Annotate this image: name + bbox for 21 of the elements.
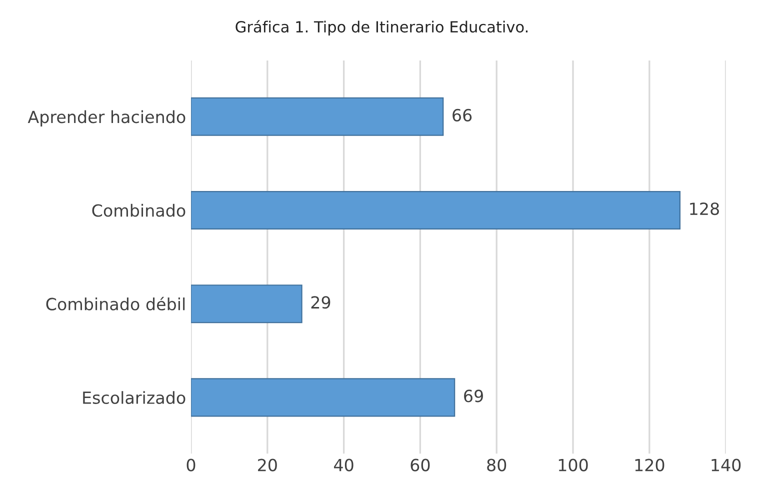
data-label: 128: [690, 202, 719, 216]
x-tick-label: 140: [712, 458, 741, 472]
y-tick-label: Combinado débil: [46, 296, 185, 310]
chart-title: Gráfica 1. Tipo de Itinerario Educativo.: [236, 20, 528, 36]
x-tick-label: 0: [186, 458, 196, 472]
data-label: 69: [464, 390, 483, 402]
x-tick-label: 80: [487, 458, 506, 472]
x-tick-label: 20: [258, 458, 277, 472]
y-tick-label: Combinado: [92, 204, 186, 217]
bar: [191, 378, 456, 417]
x-tick-label: 120: [635, 458, 664, 472]
y-tick-label: Aprender haciendo: [28, 110, 186, 126]
y-tick-label: Escolarizado: [83, 391, 186, 404]
bar: [191, 190, 681, 230]
bar: [191, 97, 444, 136]
data-label: 29: [311, 296, 330, 309]
data-label: 66: [452, 108, 472, 122]
bar: [191, 284, 302, 324]
x-tick-label: 40: [334, 458, 354, 472]
x-tick-label: 60: [410, 458, 430, 472]
x-tick-label: 100: [558, 458, 588, 472]
